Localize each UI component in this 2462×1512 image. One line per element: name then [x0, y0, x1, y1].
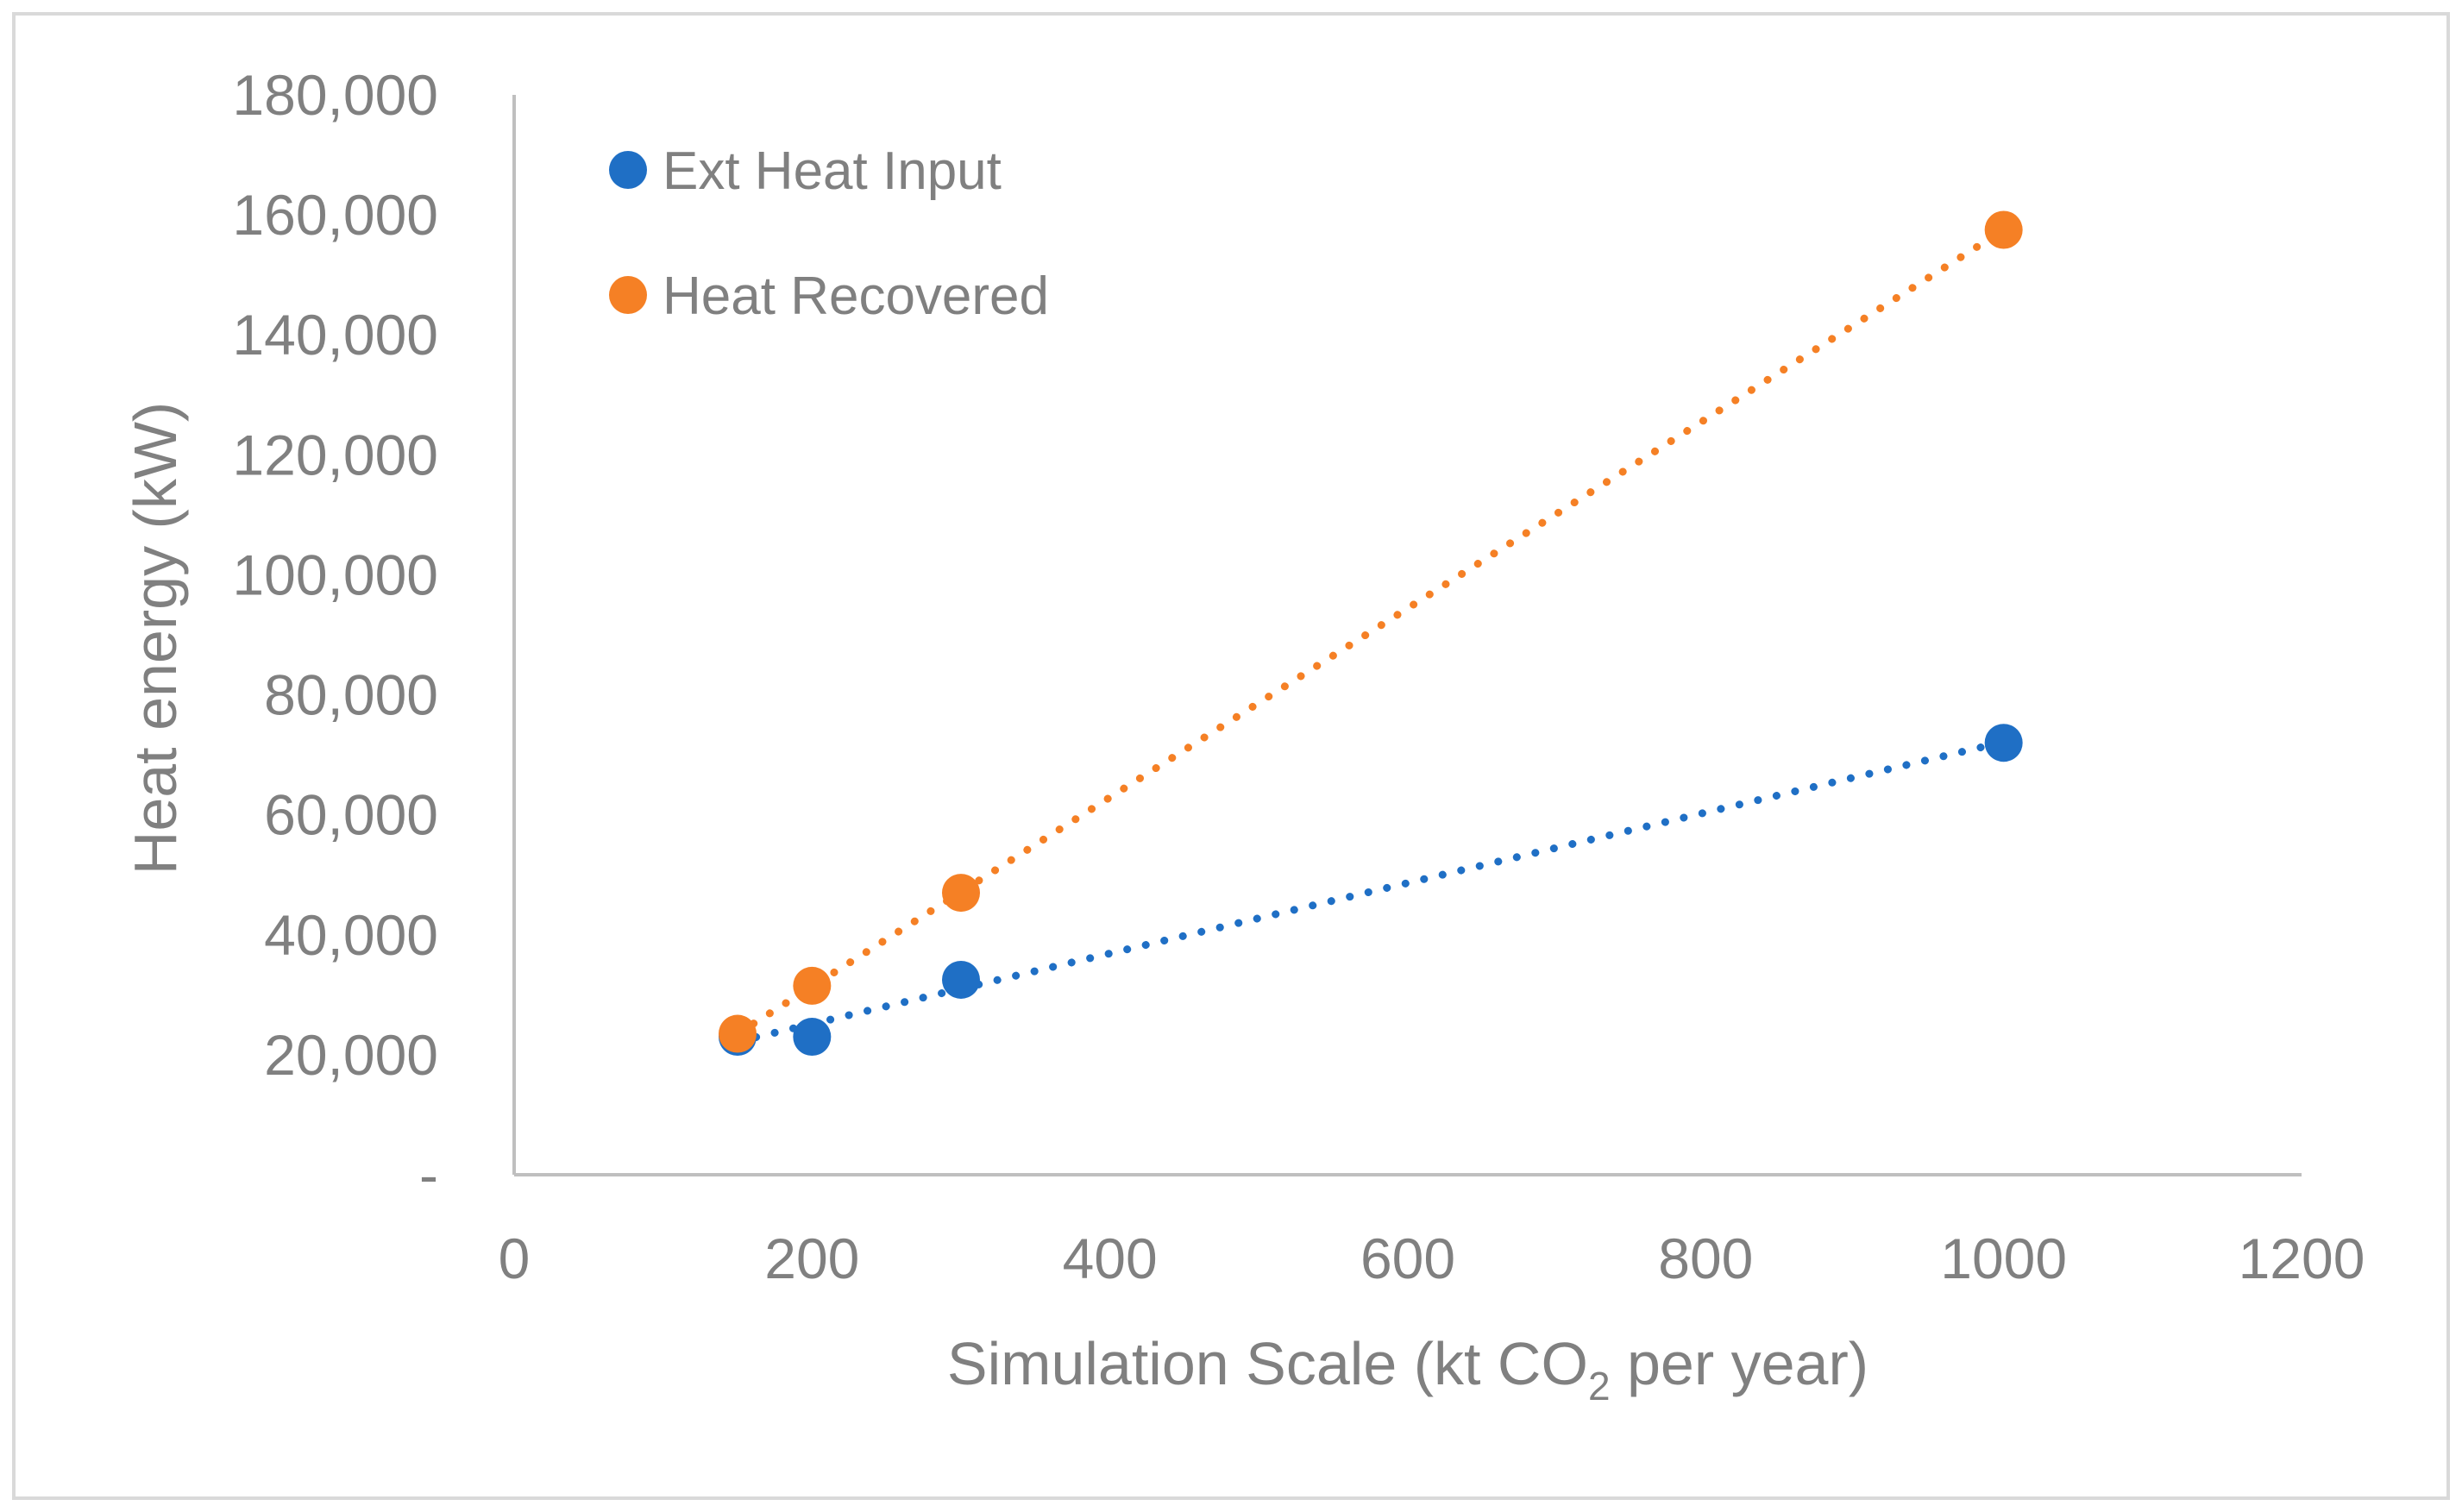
- x-tick-labels: 0 200 400 600 800 1000 1200: [499, 1227, 2365, 1290]
- data-point-series-0: [1984, 724, 2023, 762]
- y-tick-label: 80,000: [264, 663, 438, 727]
- x-tick-label: 200: [764, 1227, 859, 1290]
- data-points: [719, 210, 2023, 1057]
- legend-label-ext-heat-input: Ext Heat Input: [663, 141, 1002, 201]
- axes: [512, 95, 2302, 1176]
- data-point-series-0: [793, 1018, 832, 1057]
- x-tick-label: 400: [1063, 1227, 1158, 1290]
- data-point-series-1: [942, 874, 980, 913]
- x-tick-label: 1000: [1940, 1227, 2067, 1290]
- y-tick-label: 100,000: [232, 543, 438, 606]
- trendline-series-0: [733, 737, 2008, 1046]
- y-tick-label: -: [419, 1143, 438, 1207]
- data-point-series-0: [942, 960, 980, 999]
- legend: Ext Heat Input Heat Recovered: [609, 141, 1049, 326]
- y-tick-label: 160,000: [232, 183, 438, 247]
- data-point-series-1: [793, 966, 832, 1005]
- x-tick-label: 600: [1360, 1227, 1455, 1290]
- data-point-series-1: [1984, 210, 2023, 249]
- x-tick-label: 0: [499, 1227, 531, 1290]
- x-axis-title-subscript: 2: [1588, 1364, 1611, 1408]
- x-tick-label: 800: [1658, 1227, 1753, 1290]
- legend-label-heat-recovered: Heat Recovered: [663, 267, 1049, 326]
- data-point-series-1: [719, 1014, 757, 1053]
- x-axis-title-main: Simulation Scale (kt CO: [947, 1330, 1588, 1397]
- y-tick-label: 20,000: [264, 1023, 438, 1087]
- x-axis-title: Simulation Scale (kt CO2 per year): [947, 1330, 1868, 1408]
- x-tick-label: 1200: [2239, 1227, 2365, 1290]
- chart-frame: [12, 12, 2450, 1500]
- legend-marker-ext-heat-input: [609, 151, 647, 189]
- legend-marker-heat-recovered: [609, 276, 647, 314]
- y-tick-label: 120,000: [232, 423, 438, 486]
- y-tick-label: 60,000: [264, 783, 438, 847]
- y-tick-label: 180,000: [232, 63, 438, 127]
- y-axis-title: Heat energy (kW): [122, 402, 189, 875]
- y-tick-label: 140,000: [232, 303, 438, 367]
- y-tick-labels: - 20,000 40,000 60,000 80,000 100,000 120,000 1…: [232, 63, 438, 1207]
- y-tick-label: 40,000: [264, 903, 438, 967]
- x-axis-title-suffix: per year): [1611, 1330, 1869, 1397]
